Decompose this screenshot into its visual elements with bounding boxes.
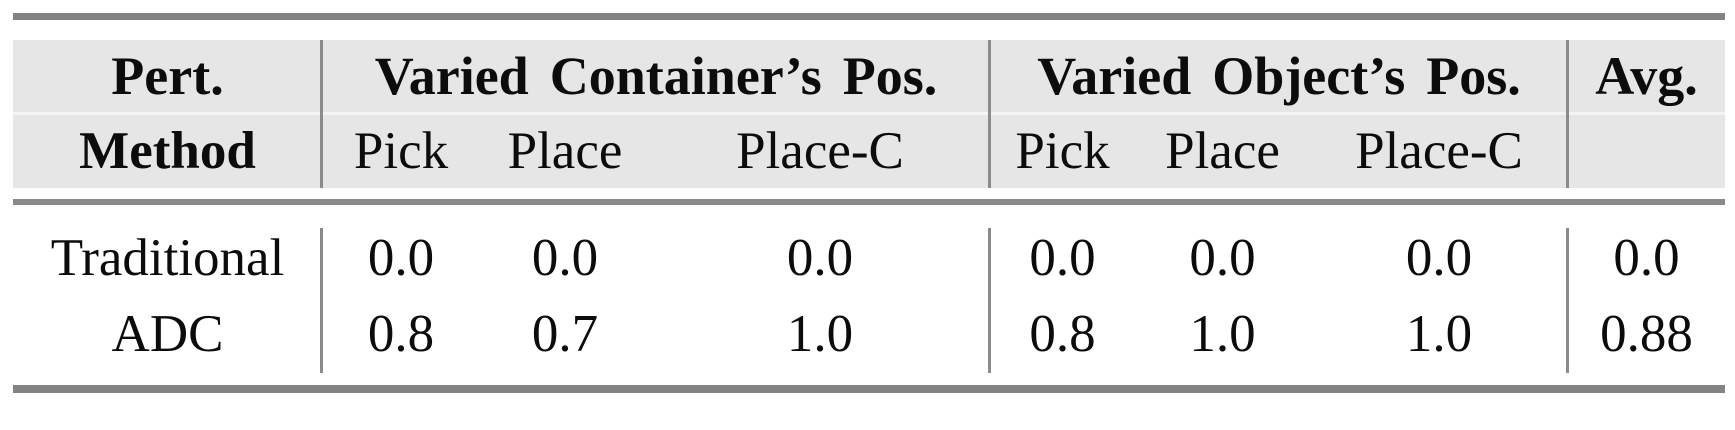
table-header: Pert. Varied Container’s Pos. Varied Obj… [13, 40, 1725, 188]
body-column-separator-2 [988, 228, 991, 373]
cell-adc-avg: 0.88 [1600, 304, 1693, 363]
table-body: Traditional 0.0 0.0 0.0 0.0 0.0 0.0 0.0 … [13, 205, 1725, 385]
subheader-object-place-c: Place-C [1355, 122, 1523, 180]
cell-traditional-container-place-c: 0.0 [786, 228, 854, 287]
header-method: Method [79, 122, 256, 180]
header-avg: Avg. [1595, 46, 1698, 106]
table-mid-rule [13, 199, 1725, 205]
cell-adc-object-pick: 0.8 [1029, 304, 1096, 363]
subheader-avg-empty [1568, 115, 1725, 188]
header-column-separator-3 [1566, 40, 1569, 188]
cell-adc-container-place-c: 1.0 [786, 304, 854, 363]
row-traditional-method: Traditional [50, 228, 285, 287]
body-column-separator-1 [320, 228, 323, 373]
cell-traditional-object-pick: 0.0 [1029, 228, 1096, 287]
group-header-varied-container-pos: Varied Container’s Pos. [374, 46, 938, 106]
header-column-separator-1 [320, 40, 323, 188]
table-header-grid: Pert. Varied Container’s Pos. Varied Obj… [13, 40, 1725, 188]
cell-adc-container-place: 0.7 [531, 304, 599, 363]
body-column-separator-3 [1566, 228, 1569, 373]
cell-traditional-container-pick: 0.0 [367, 228, 435, 287]
cell-adc-object-place: 1.0 [1189, 304, 1256, 363]
header-pert: Pert. [111, 46, 224, 106]
subheader-container-place-c: Place-C [736, 122, 904, 180]
table-bottom-rule [13, 385, 1725, 393]
subheader-object-pick: Pick [1015, 122, 1110, 180]
subheader-container-pick: Pick [353, 122, 449, 180]
cell-adc-object-place-c: 1.0 [1405, 304, 1473, 363]
cell-traditional-object-place: 0.0 [1189, 228, 1256, 287]
table-body-grid: Traditional 0.0 0.0 0.0 0.0 0.0 0.0 0.0 … [13, 205, 1725, 372]
row-adc-method: ADC [111, 304, 224, 363]
header-column-separator-2 [988, 40, 991, 188]
cell-traditional-object-place-c: 0.0 [1405, 228, 1473, 287]
cell-traditional-container-place: 0.0 [531, 228, 599, 287]
header-row-divider [13, 112, 1725, 115]
group-header-varied-object-pos: Varied Object’s Pos. [1037, 46, 1521, 106]
table-top-rule [13, 13, 1725, 20]
cell-traditional-avg: 0.0 [1613, 228, 1680, 287]
subheader-container-place: Place [507, 122, 623, 180]
cell-adc-container-pick: 0.8 [367, 304, 435, 363]
subheader-object-place: Place [1165, 122, 1280, 180]
